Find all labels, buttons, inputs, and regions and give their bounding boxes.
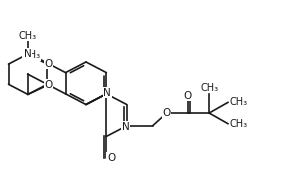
Text: O: O xyxy=(184,91,192,101)
Text: O: O xyxy=(163,108,171,118)
Text: O: O xyxy=(44,80,52,90)
Text: CH₃: CH₃ xyxy=(19,31,37,41)
Text: N: N xyxy=(24,49,32,59)
Text: O: O xyxy=(107,153,115,163)
Text: CH₃: CH₃ xyxy=(23,50,41,60)
Text: CH₃: CH₃ xyxy=(229,97,247,107)
Text: N: N xyxy=(103,88,111,98)
Text: N: N xyxy=(122,122,130,132)
Text: CH₃: CH₃ xyxy=(229,119,247,129)
Text: CH₃: CH₃ xyxy=(200,83,218,93)
Text: O: O xyxy=(44,59,52,69)
